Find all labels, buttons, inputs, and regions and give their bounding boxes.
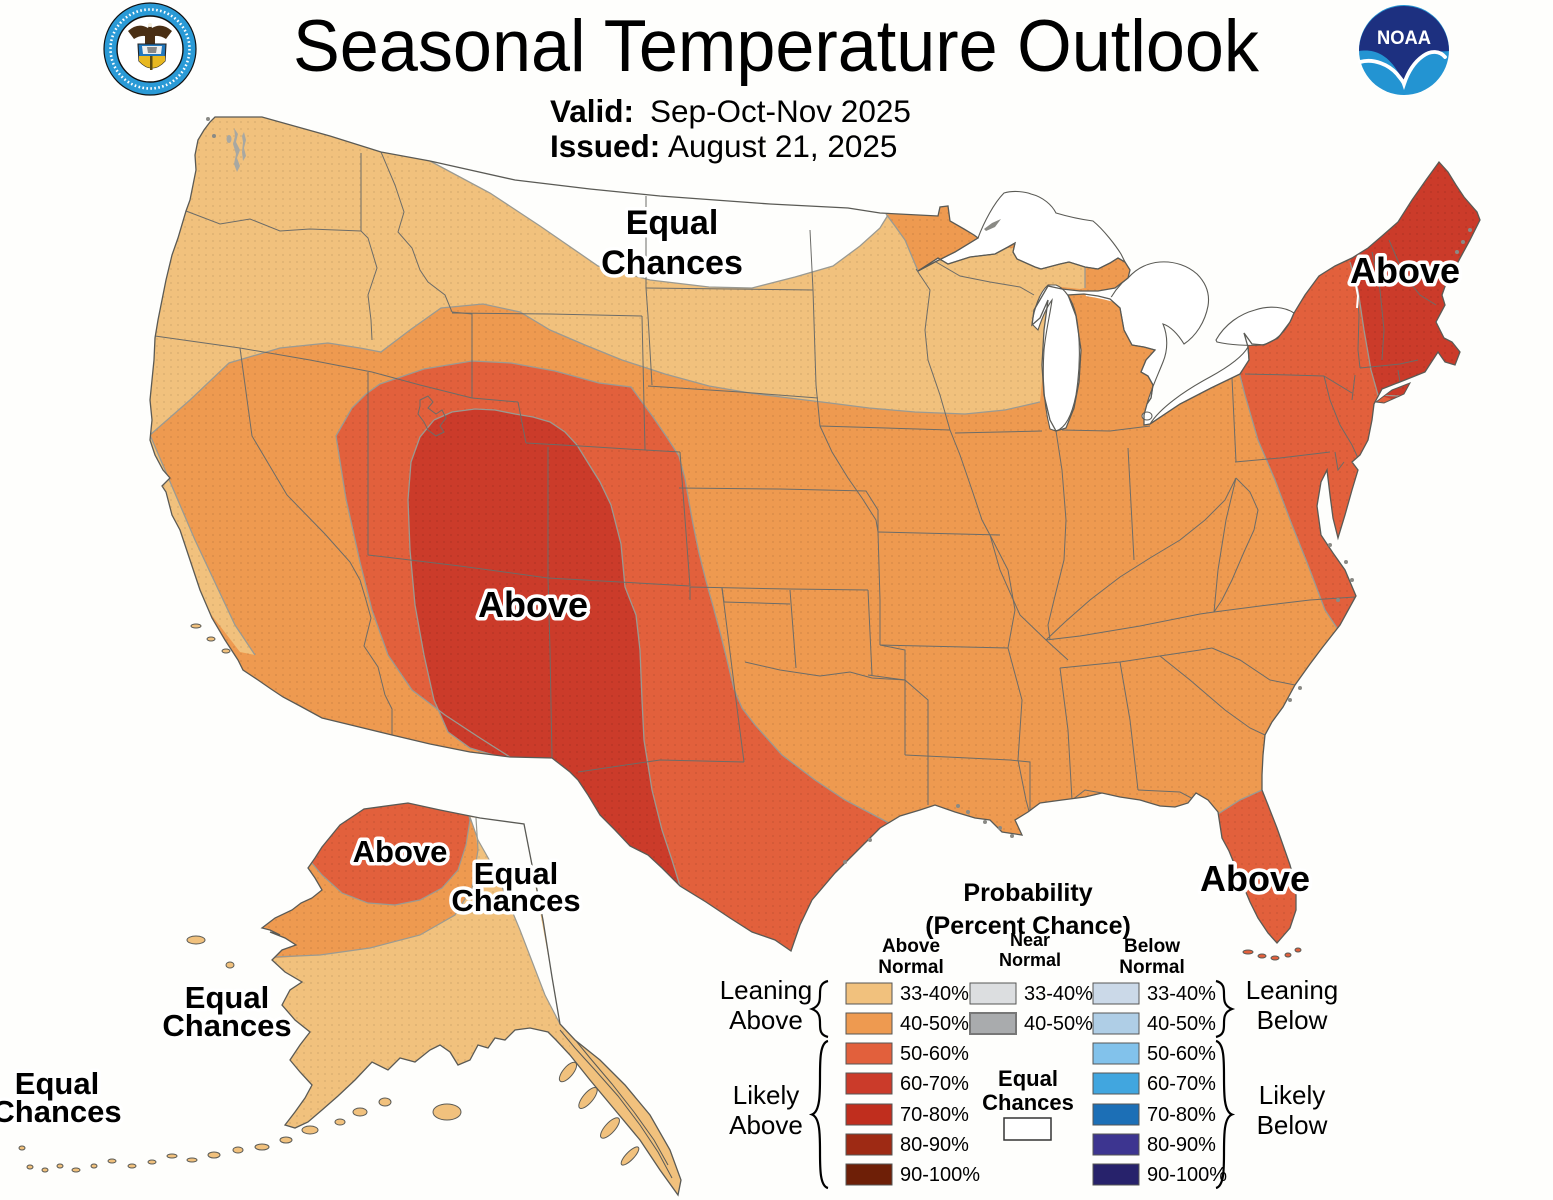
svg-text:Equal: Equal bbox=[15, 1066, 99, 1101]
svg-text:Below: Below bbox=[1257, 1005, 1328, 1035]
svg-text:Equal: Equal bbox=[185, 980, 269, 1015]
svg-text:Above: Above bbox=[1350, 250, 1460, 291]
svg-text:Leaning: Leaning bbox=[720, 975, 813, 1005]
svg-text:Chances: Chances bbox=[451, 883, 580, 918]
svg-text:Chances: Chances bbox=[0, 1094, 122, 1129]
svg-text:Above: Above bbox=[478, 584, 588, 625]
svg-text:August 21, 2025: August 21, 2025 bbox=[668, 128, 897, 164]
svg-text:Below: Below bbox=[1124, 936, 1180, 957]
svg-text:33-40%: 33-40% bbox=[1024, 983, 1093, 1005]
svg-text:50-60%: 50-60% bbox=[900, 1043, 969, 1065]
svg-text:33-40%: 33-40% bbox=[1147, 983, 1216, 1005]
svg-text:Valid:: Valid: bbox=[550, 93, 634, 129]
svg-text:Chances: Chances bbox=[601, 244, 743, 282]
svg-text:Above: Above bbox=[729, 1005, 803, 1035]
svg-text:Above: Above bbox=[882, 936, 940, 957]
svg-text:Seasonal Temperature Outlook: Seasonal Temperature Outlook bbox=[293, 6, 1259, 87]
svg-text:Leaning: Leaning bbox=[1246, 975, 1339, 1005]
svg-text:Equal: Equal bbox=[474, 856, 558, 891]
svg-text:50-60%: 50-60% bbox=[1147, 1043, 1216, 1065]
svg-text:Equal: Equal bbox=[998, 1066, 1058, 1091]
svg-text:33-40%: 33-40% bbox=[900, 983, 969, 1005]
svg-text:70-80%: 70-80% bbox=[1147, 1104, 1216, 1126]
svg-text:40-50%: 40-50% bbox=[1147, 1013, 1216, 1035]
svg-text:Likely: Likely bbox=[1259, 1080, 1325, 1110]
svg-text:Chances: Chances bbox=[982, 1090, 1074, 1115]
svg-text:Probability: Probability bbox=[963, 879, 1092, 907]
svg-text:Normal: Normal bbox=[1119, 957, 1184, 978]
svg-text:Likely: Likely bbox=[733, 1080, 799, 1110]
svg-text:40-50%: 40-50% bbox=[900, 1013, 969, 1035]
svg-text:Chances: Chances bbox=[162, 1008, 291, 1043]
svg-text:Normal: Normal bbox=[878, 957, 943, 978]
svg-text:Below: Below bbox=[1257, 1110, 1328, 1140]
svg-text:Above: Above bbox=[353, 834, 448, 869]
svg-text:60-70%: 60-70% bbox=[900, 1073, 969, 1095]
svg-text:Sep-Oct-Nov 2025: Sep-Oct-Nov 2025 bbox=[650, 93, 911, 129]
svg-text:80-90%: 80-90% bbox=[1147, 1134, 1216, 1156]
svg-text:Normal: Normal bbox=[999, 950, 1061, 970]
svg-text:NOAA: NOAA bbox=[1377, 28, 1431, 49]
svg-text:Above: Above bbox=[1200, 858, 1310, 899]
svg-text:Above: Above bbox=[729, 1110, 803, 1140]
svg-text:90-100%: 90-100% bbox=[1147, 1164, 1227, 1186]
svg-text:(Percent Chance): (Percent Chance) bbox=[925, 912, 1131, 940]
svg-text:90-100%: 90-100% bbox=[900, 1164, 980, 1186]
svg-text:60-70%: 60-70% bbox=[1147, 1073, 1216, 1095]
svg-text:Equal: Equal bbox=[626, 204, 719, 242]
svg-text:Issued:: Issued: bbox=[550, 128, 660, 164]
svg-text:80-90%: 80-90% bbox=[900, 1134, 969, 1156]
svg-text:70-80%: 70-80% bbox=[900, 1104, 969, 1126]
svg-text:40-50%: 40-50% bbox=[1024, 1013, 1093, 1035]
svg-text:Near: Near bbox=[1010, 930, 1050, 950]
